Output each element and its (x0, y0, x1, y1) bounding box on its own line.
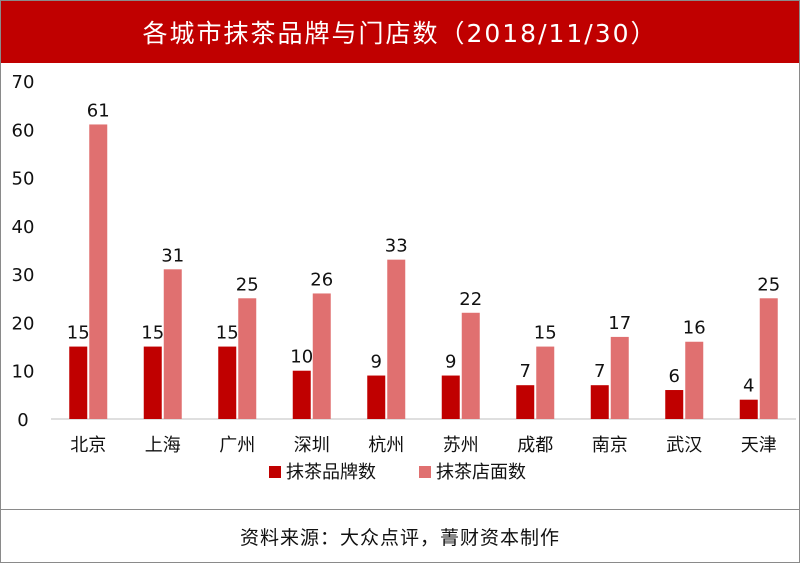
bar-stores (759, 298, 778, 419)
data-label: 6 (669, 366, 680, 387)
data-label: 9 (445, 352, 456, 373)
data-label: 22 (459, 289, 482, 310)
x-tick-label: 苏州 (443, 435, 479, 456)
data-label: 15 (141, 323, 164, 344)
bar-brands (516, 385, 535, 419)
x-tick-label: 天津 (741, 435, 777, 456)
data-label: 15 (67, 323, 90, 344)
y-tick-label: 60 (12, 120, 35, 141)
data-label: 10 (290, 347, 313, 368)
footer-divider (1, 509, 799, 510)
data-label: 31 (161, 245, 184, 266)
y-tick-label: 50 (12, 169, 35, 190)
data-label: 9 (371, 352, 382, 373)
bar-chart: 0 10 20 30 40 50 60 70 15 61 北京 15 31 上海 15 25 广州 10 26 深圳 9… (12, 72, 796, 483)
x-tick-label: 武汉 (666, 435, 702, 456)
bar-stores (536, 346, 555, 419)
data-label: 61 (87, 100, 110, 121)
chart-title: 各城市抹茶品牌与门店数（2018/11/30） (142, 19, 658, 48)
bar-brands (292, 370, 311, 419)
data-label: 25 (236, 274, 259, 295)
bar-brands (739, 399, 758, 419)
x-tick-label: 北京 (70, 435, 106, 456)
bar-stores (685, 341, 704, 419)
data-label: 33 (385, 236, 408, 257)
y-tick-label: 70 (12, 72, 35, 93)
y-tick-label: 10 (12, 362, 35, 383)
title-bar: 各城市抹茶品牌与门店数（2018/11/30） (1, 1, 799, 63)
data-label: 15 (216, 323, 239, 344)
bar-stores (89, 124, 108, 419)
data-label: 15 (534, 323, 557, 344)
data-label: 7 (520, 361, 531, 382)
data-label: 26 (310, 269, 333, 290)
legend-swatch (269, 466, 281, 478)
x-tick-label: 杭州 (368, 435, 404, 456)
legend-label: 抹茶店面数 (436, 462, 526, 483)
data-label: 25 (757, 274, 780, 295)
data-label: 16 (683, 318, 706, 339)
y-tick-label: 30 (12, 265, 35, 286)
bar-brands (441, 375, 460, 419)
bar-stores (163, 269, 182, 419)
bar-stores (461, 312, 480, 419)
bar-brands (665, 390, 684, 419)
chart-area: 0 10 20 30 40 50 60 70 15 61 北京 15 31 上海 15 25 广州 10 26 深圳 9… (1, 63, 799, 509)
bar-stores (238, 298, 257, 419)
bar-stores (312, 293, 331, 419)
data-label: 17 (608, 313, 631, 334)
x-tick-label: 成都 (517, 435, 553, 456)
data-label: 4 (743, 376, 754, 397)
y-tick-label: 0 (17, 410, 28, 431)
bar-stores (610, 336, 629, 419)
bar-brands (218, 346, 237, 419)
source-note: 资料来源：大众点评，菁财资本制作 (239, 526, 560, 549)
bar-brands (367, 375, 386, 419)
bar-stores (387, 259, 406, 419)
data-label: 7 (594, 361, 605, 382)
bar-brands (69, 346, 88, 419)
legend-swatch (419, 466, 431, 478)
x-tick-label: 南京 (592, 435, 628, 456)
y-tick-label: 20 (12, 313, 35, 334)
x-tick-label: 深圳 (294, 435, 330, 456)
y-tick-label: 40 (12, 217, 35, 238)
bar-brands (143, 346, 162, 419)
x-tick-label: 上海 (145, 435, 181, 456)
bar-brands (590, 385, 609, 419)
legend-label: 抹茶品牌数 (286, 462, 376, 483)
x-tick-label: 广州 (219, 435, 255, 456)
